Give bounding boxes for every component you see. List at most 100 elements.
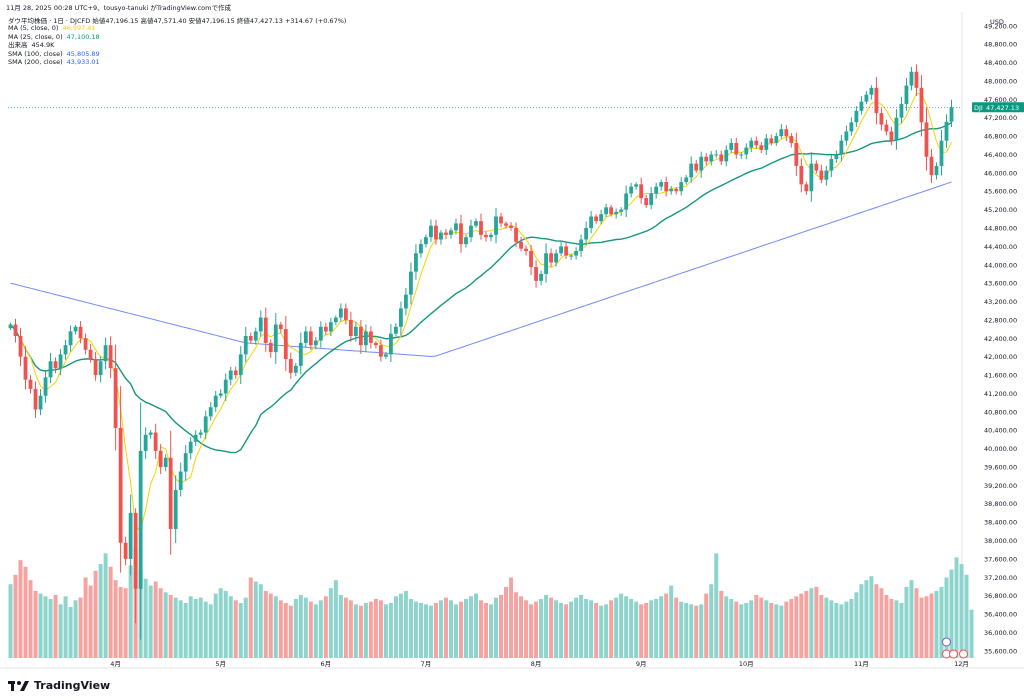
volume-bar bbox=[859, 584, 864, 658]
candle-body bbox=[539, 273, 543, 281]
candle bbox=[759, 142, 764, 154]
event-marker-icon bbox=[948, 649, 958, 659]
volume-bar bbox=[839, 604, 844, 658]
volume-bar bbox=[884, 594, 889, 658]
volume-bar bbox=[393, 596, 398, 658]
y-tick-label: 38,800.00 bbox=[984, 500, 1017, 508]
candle-body bbox=[108, 345, 113, 369]
y-tick-label: 46,000.00 bbox=[984, 169, 1017, 177]
candle bbox=[409, 262, 413, 305]
candle bbox=[163, 454, 168, 472]
volume-bar bbox=[398, 593, 403, 658]
candle bbox=[253, 327, 258, 345]
x-tick-label: 6月 bbox=[321, 660, 332, 668]
candle-body bbox=[13, 324, 18, 336]
candle bbox=[63, 339, 68, 360]
candle bbox=[869, 85, 874, 100]
legend-ma5[interactable]: MA (5, close, 0) 46,997.41 bbox=[8, 24, 96, 32]
volume-bar bbox=[944, 577, 949, 658]
volume-bar bbox=[749, 600, 754, 658]
volume-bar bbox=[564, 604, 569, 658]
volume-bar bbox=[338, 594, 343, 658]
y-tick-label: 47,200.00 bbox=[984, 114, 1017, 122]
candle bbox=[944, 114, 949, 148]
volume-bar bbox=[549, 597, 554, 658]
volume-bar bbox=[869, 576, 874, 658]
candle-body bbox=[584, 228, 589, 240]
y-tick-label: 44,400.00 bbox=[984, 243, 1017, 251]
candle-body bbox=[664, 182, 669, 192]
y-tick-label: 47,600.00 bbox=[984, 96, 1017, 104]
volume-bar bbox=[293, 598, 298, 658]
candle bbox=[744, 143, 749, 160]
volume-bar bbox=[478, 600, 484, 658]
volume-bar bbox=[724, 596, 729, 658]
volume-bar bbox=[899, 603, 904, 658]
candle bbox=[649, 186, 654, 210]
candle-body bbox=[429, 225, 433, 238]
candle-body bbox=[28, 379, 33, 389]
volume-bar bbox=[514, 592, 519, 658]
volume-bar bbox=[544, 594, 549, 658]
x-tick-label: 5月 bbox=[215, 660, 226, 668]
candle-body bbox=[884, 124, 889, 132]
x-tick-label: 12月 bbox=[954, 660, 969, 668]
y-tick-label: 42,400.00 bbox=[984, 335, 1017, 343]
candle-body bbox=[313, 340, 318, 346]
candle bbox=[13, 318, 18, 343]
legend-sma200[interactable]: SMA (200, close) 43,933.01 bbox=[8, 58, 100, 67]
volume-bar bbox=[799, 593, 804, 658]
y-tick-label: 42,800.00 bbox=[984, 316, 1017, 324]
legend-ma25[interactable]: MA (25, close, 0) 47,100.18 bbox=[8, 32, 100, 41]
volume-bar bbox=[93, 570, 98, 658]
volume-bar bbox=[383, 604, 388, 658]
currency-label: USD bbox=[990, 18, 1004, 26]
candle-body bbox=[659, 182, 664, 187]
candle bbox=[318, 321, 323, 348]
volume-bar bbox=[298, 594, 303, 658]
candle-body bbox=[404, 294, 408, 309]
volume-bar bbox=[964, 574, 969, 658]
candle bbox=[439, 230, 443, 245]
candle bbox=[404, 287, 408, 316]
candle bbox=[909, 66, 914, 91]
candle bbox=[784, 125, 789, 142]
volume-bar bbox=[559, 603, 564, 658]
y-tick-label: 48,000.00 bbox=[984, 77, 1017, 85]
candle-body bbox=[148, 432, 153, 435]
candle bbox=[444, 228, 448, 240]
candle bbox=[934, 162, 939, 180]
volume-bar bbox=[959, 564, 964, 658]
legend-sma100[interactable]: SMA (100, close) 45,805.89 bbox=[8, 49, 100, 58]
legend-volume[interactable]: 出来高 454.9K bbox=[8, 41, 55, 50]
candle-body bbox=[514, 228, 518, 242]
volume-bar bbox=[23, 566, 28, 658]
volume-bar bbox=[148, 585, 153, 658]
volume-bar bbox=[684, 603, 689, 658]
candle bbox=[804, 181, 809, 195]
candle-body bbox=[153, 432, 158, 451]
volume-bar bbox=[634, 601, 639, 658]
volume-bar bbox=[509, 577, 514, 658]
candle bbox=[273, 312, 278, 364]
candle bbox=[764, 134, 769, 155]
volume-bar bbox=[333, 580, 338, 658]
candle-body bbox=[784, 129, 789, 137]
candle-body bbox=[283, 329, 288, 359]
x-tick-label: 10月 bbox=[739, 660, 754, 668]
volume-bar bbox=[98, 564, 103, 658]
candle-body bbox=[454, 223, 458, 231]
volume-bar bbox=[824, 597, 829, 658]
candle bbox=[739, 152, 744, 159]
y-tick-label: 38,400.00 bbox=[984, 519, 1017, 527]
tradingview-logo[interactable]: TradingView bbox=[8, 679, 110, 692]
volume-bar bbox=[168, 594, 173, 658]
candle bbox=[814, 160, 819, 174]
symbol-name[interactable]: ダウ平均株価 · 1日 · DJCFD bbox=[8, 17, 91, 25]
candle bbox=[278, 321, 283, 333]
candle-body bbox=[444, 232, 448, 235]
volume-bar bbox=[874, 584, 879, 658]
candle-body bbox=[549, 253, 553, 263]
candle-body bbox=[73, 326, 78, 332]
